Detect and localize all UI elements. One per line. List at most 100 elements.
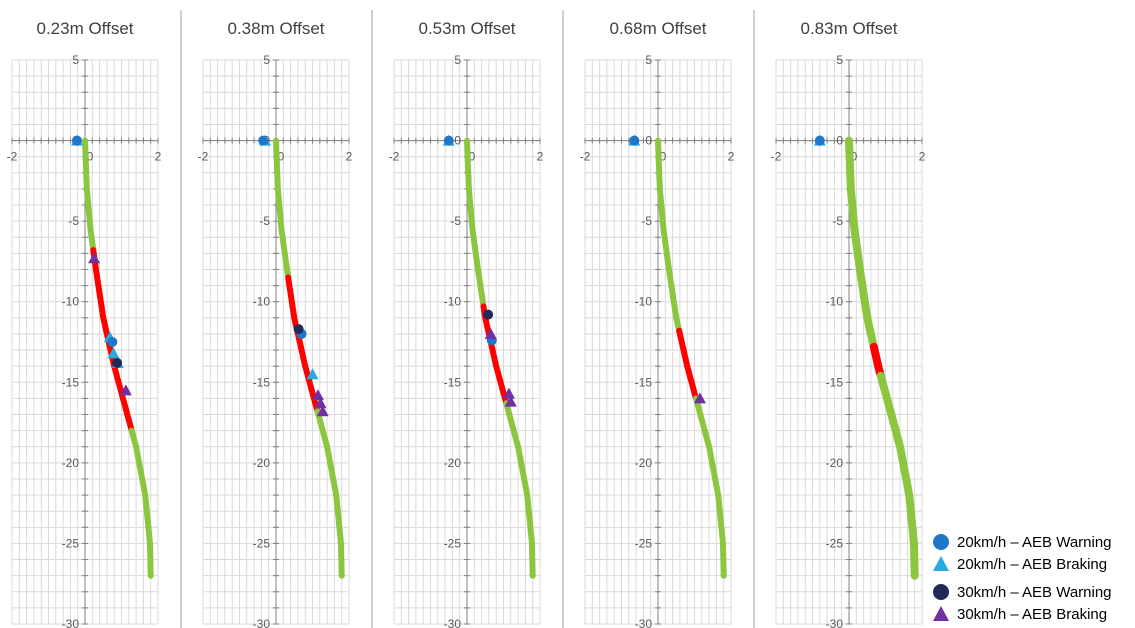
legend-item-aeb20-braking: 20km/h – AEB Braking bbox=[932, 553, 1135, 575]
x-tick-label: -2 bbox=[7, 150, 18, 164]
y-tick-label: -15 bbox=[826, 375, 844, 389]
y-tick-label: -20 bbox=[635, 456, 653, 470]
legend-label: 30km/h – AEB Warning bbox=[957, 583, 1112, 601]
path-green-segment bbox=[503, 400, 536, 579]
y-tick-label: -30 bbox=[253, 617, 271, 628]
y-tick-label: -30 bbox=[826, 617, 844, 628]
x-tick-label: 0 bbox=[87, 150, 94, 164]
y-tick-label: -10 bbox=[826, 295, 844, 309]
y-tick-label: -20 bbox=[253, 456, 271, 470]
x-tick-label: 2 bbox=[155, 150, 162, 164]
aeb30-warning-point bbox=[483, 309, 494, 320]
y-tick-label: -25 bbox=[635, 536, 653, 550]
y-tick-label: 5 bbox=[72, 53, 79, 67]
y-tick-label: -30 bbox=[635, 617, 653, 628]
x-tick-label: 0 bbox=[851, 150, 858, 164]
aeb30-braking-point bbox=[504, 395, 517, 407]
y-tick-label: -25 bbox=[253, 536, 271, 550]
aeb30-braking-point bbox=[314, 397, 327, 409]
aeb20-braking-point bbox=[107, 347, 120, 359]
circle-icon bbox=[933, 534, 949, 550]
x-tick-label: -2 bbox=[198, 150, 209, 164]
y-tick-label: -15 bbox=[444, 375, 462, 389]
y-tick-label: -25 bbox=[444, 536, 462, 550]
y-tick-label: -10 bbox=[635, 295, 653, 309]
y-tick-label: 0 bbox=[454, 134, 461, 148]
y-tick-label: -10 bbox=[62, 295, 80, 309]
legend-label: 20km/h – AEB Warning bbox=[957, 533, 1112, 551]
aeb20-warning-point bbox=[814, 135, 825, 146]
y-tick-label: -20 bbox=[62, 456, 80, 470]
path-green-segment bbox=[273, 137, 292, 281]
aeb20-warning-point bbox=[107, 337, 118, 347]
y-tick-label: -15 bbox=[253, 375, 271, 389]
x-tick-label: -2 bbox=[771, 150, 782, 164]
y-tick-label: -10 bbox=[253, 295, 271, 309]
path-red-segment bbox=[869, 342, 885, 380]
chart-title: 0.53m Offset bbox=[418, 19, 515, 38]
path-green-segment bbox=[314, 408, 345, 579]
x-tick-label: 2 bbox=[346, 150, 353, 164]
x-tick-label: -2 bbox=[389, 150, 400, 164]
y-tick-label: -5 bbox=[259, 214, 270, 228]
aeb20-warning-point bbox=[443, 135, 454, 146]
y-tick-label: -20 bbox=[826, 456, 844, 470]
chart-title: 0.38m Offset bbox=[227, 19, 324, 38]
triangle-icon bbox=[933, 606, 949, 621]
y-tick-label: 0 bbox=[645, 134, 652, 148]
x-tick-label: 2 bbox=[537, 150, 544, 164]
legend-label: 20km/h – AEB Braking bbox=[957, 555, 1108, 573]
y-tick-label: -20 bbox=[444, 456, 462, 470]
aeb30-braking-point bbox=[502, 387, 515, 399]
y-tick-label: -30 bbox=[62, 617, 80, 628]
legend-item-aeb30-braking: 30km/h – AEB Braking bbox=[932, 603, 1135, 625]
path-green-segment bbox=[845, 136, 878, 351]
aeb30-warning-point bbox=[112, 357, 123, 368]
y-tick-label: -15 bbox=[62, 375, 80, 389]
path-red-segment bbox=[676, 327, 699, 402]
y-tick-label: -25 bbox=[826, 536, 844, 550]
aeb20-braking-point bbox=[306, 368, 319, 380]
aeb30-braking-point bbox=[316, 405, 329, 417]
y-tick-label: 0 bbox=[836, 134, 843, 148]
path-red-segment bbox=[285, 274, 321, 415]
y-tick-label: 5 bbox=[454, 53, 461, 67]
aeb20-warning-point bbox=[258, 135, 269, 146]
chart-title: 0.23m Offset bbox=[36, 19, 133, 38]
path-green-segment bbox=[128, 427, 154, 579]
y-tick-label: -5 bbox=[450, 214, 461, 228]
chart-title: 0.68m Offset bbox=[609, 19, 706, 38]
y-tick-label: -10 bbox=[444, 295, 462, 309]
x-tick-label: 2 bbox=[728, 150, 735, 164]
y-tick-label: 5 bbox=[263, 53, 270, 67]
path-red-segment bbox=[480, 303, 510, 407]
y-tick-label: -25 bbox=[62, 536, 80, 550]
legend-item-aeb30-warning: 30km/h – AEB Warning bbox=[932, 581, 1135, 603]
aeb30-warning-point bbox=[293, 324, 304, 335]
x-tick-label: 0 bbox=[660, 150, 667, 164]
aeb30-braking-point bbox=[88, 252, 101, 264]
path-green-segment bbox=[464, 137, 487, 310]
x-tick-label: 2 bbox=[919, 150, 926, 164]
x-tick-label: -2 bbox=[580, 150, 591, 164]
y-tick-label: -5 bbox=[832, 214, 843, 228]
circle-icon bbox=[933, 584, 949, 600]
aeb20-warning-point bbox=[71, 135, 82, 146]
path-green-segment bbox=[82, 137, 97, 254]
chart-title: 0.83m Offset bbox=[800, 19, 897, 38]
triangle-icon bbox=[933, 556, 949, 571]
y-tick-label: 5 bbox=[645, 53, 652, 67]
aeb20-warning-point bbox=[629, 135, 640, 146]
aeb30-braking-point bbox=[693, 392, 706, 404]
path-green-segment bbox=[693, 395, 727, 579]
y-tick-label: -5 bbox=[641, 214, 652, 228]
aeb30-braking-point bbox=[311, 389, 324, 401]
aeb30-braking-point bbox=[119, 384, 132, 396]
y-tick-label: 5 bbox=[836, 53, 843, 67]
path-green-segment bbox=[876, 371, 919, 580]
